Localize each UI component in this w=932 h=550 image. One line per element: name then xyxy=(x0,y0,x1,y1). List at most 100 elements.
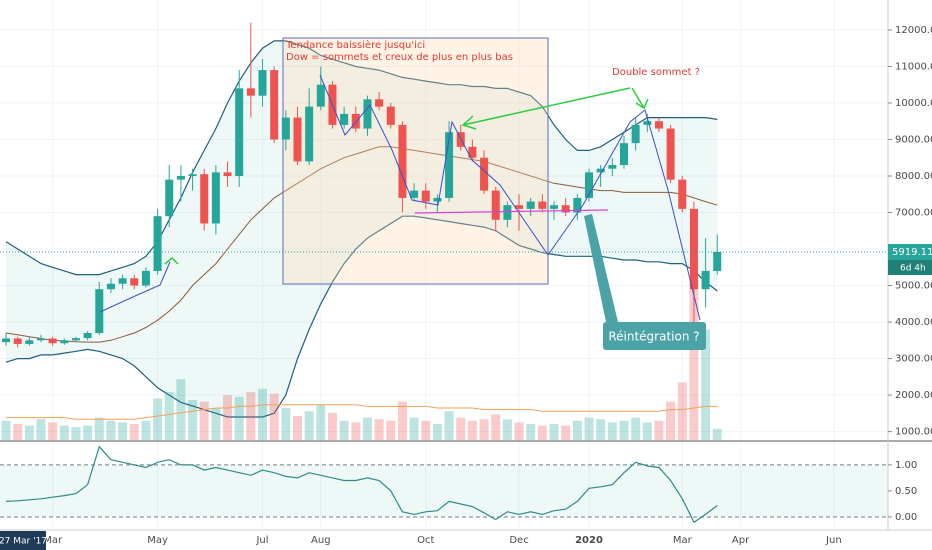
drawn-line xyxy=(99,261,171,313)
volume-bar xyxy=(654,420,664,440)
countdown-box xyxy=(888,259,932,275)
candle-body xyxy=(246,88,255,96)
volume-bar xyxy=(607,422,617,440)
x-tick-label: Jul xyxy=(255,535,268,546)
drawings: Réintégration ? Tendance baissière jusqu… xyxy=(99,39,706,350)
volume-bar xyxy=(409,417,419,440)
y-tick-label: 5000.00 xyxy=(895,281,932,292)
annotation: Tendance baissière jusqu'ici xyxy=(285,39,425,51)
volume-bar xyxy=(246,392,256,440)
arrow-head xyxy=(635,98,649,110)
volume-bar xyxy=(176,379,186,440)
volume-bar xyxy=(164,392,174,440)
candle-body xyxy=(491,190,500,220)
candle-body xyxy=(713,251,722,271)
volume-bar xyxy=(362,417,372,440)
y-tick-label: 8000.00 xyxy=(895,171,932,182)
volume-bar xyxy=(456,417,466,440)
volume xyxy=(1,280,722,440)
volume-bar xyxy=(269,393,279,440)
candle-body xyxy=(585,172,593,198)
volume-bar xyxy=(339,420,349,440)
volume-bar xyxy=(712,428,722,440)
volume-bar xyxy=(24,425,34,440)
candle-body xyxy=(235,88,244,176)
volume-bar xyxy=(689,280,699,440)
grid xyxy=(0,0,888,530)
candle-body xyxy=(2,338,10,343)
y-tick-label: 1000.00 xyxy=(895,427,932,438)
candle-body xyxy=(433,197,442,202)
candle-body xyxy=(596,168,605,173)
candle-body xyxy=(188,174,197,176)
candle-body xyxy=(526,201,535,209)
range-box xyxy=(282,37,549,285)
osc-tick-label: 0.00 xyxy=(895,512,917,523)
volume-bar xyxy=(281,408,291,440)
zigzag xyxy=(319,74,701,321)
candle-body xyxy=(305,106,314,162)
candle-body xyxy=(83,333,92,339)
volume-bar xyxy=(327,412,337,440)
band-fill xyxy=(6,40,718,417)
volume-bar xyxy=(316,404,326,440)
candle-body xyxy=(48,338,57,344)
candle-body xyxy=(281,117,290,140)
x-tick-label: Dec xyxy=(509,535,528,546)
last-price-label: 5919.11 xyxy=(892,247,932,258)
volume-bar xyxy=(374,419,384,440)
y-tick-label: 9000.00 xyxy=(895,134,932,145)
candle-body xyxy=(71,338,80,341)
volume-bar xyxy=(596,419,606,440)
candle-body xyxy=(515,205,524,209)
y-tick-label: 7000.00 xyxy=(895,208,932,219)
candle-body xyxy=(118,278,127,284)
candle-body xyxy=(619,143,628,166)
last-price-box xyxy=(888,243,932,260)
candle-body xyxy=(643,121,652,125)
candle-body xyxy=(25,340,34,344)
volume-bar xyxy=(584,417,594,440)
volume-bar xyxy=(13,424,23,440)
x-tick-label: 2020 xyxy=(575,535,603,546)
x-tick-label: May xyxy=(147,535,168,546)
volume-bar xyxy=(223,395,233,440)
volume-bar xyxy=(106,420,116,440)
candle-body xyxy=(165,179,174,217)
check-arrow xyxy=(164,256,179,265)
volume-bar xyxy=(619,420,629,440)
cursor-label-box xyxy=(0,531,46,550)
volume-bar xyxy=(71,427,81,440)
volume-bar xyxy=(141,420,151,440)
candle-body xyxy=(654,121,663,129)
volume-bar xyxy=(258,388,268,440)
volume-bar xyxy=(59,425,69,440)
volume-bar xyxy=(514,422,524,440)
volume-bar xyxy=(118,422,128,440)
candle-body xyxy=(468,146,477,158)
candle-body xyxy=(176,176,185,180)
volume-bar xyxy=(561,425,571,440)
candle-body xyxy=(689,208,698,290)
candle-body xyxy=(270,70,279,140)
volume-bar xyxy=(537,425,547,440)
volume-bar xyxy=(631,417,641,440)
candle-body xyxy=(200,174,209,224)
volume-bar xyxy=(94,417,104,440)
osc-tick-label: 1.00 xyxy=(895,460,917,471)
candle-body xyxy=(340,113,349,125)
candle-body xyxy=(550,205,559,209)
x-tick-label: Mar xyxy=(43,535,63,546)
arrow-head xyxy=(461,115,477,130)
candle-body xyxy=(130,278,139,286)
candle-body xyxy=(13,338,22,344)
callout-text: Réintégration ? xyxy=(608,330,699,344)
x-tick-label: Aug xyxy=(311,535,331,546)
y-tick-label: 2000.00 xyxy=(895,390,932,401)
volume-bar xyxy=(666,401,676,440)
candle-body xyxy=(363,99,372,129)
countdown-label: 6d 4h xyxy=(900,263,926,273)
candles xyxy=(2,22,722,348)
bb-upper xyxy=(5,40,718,276)
